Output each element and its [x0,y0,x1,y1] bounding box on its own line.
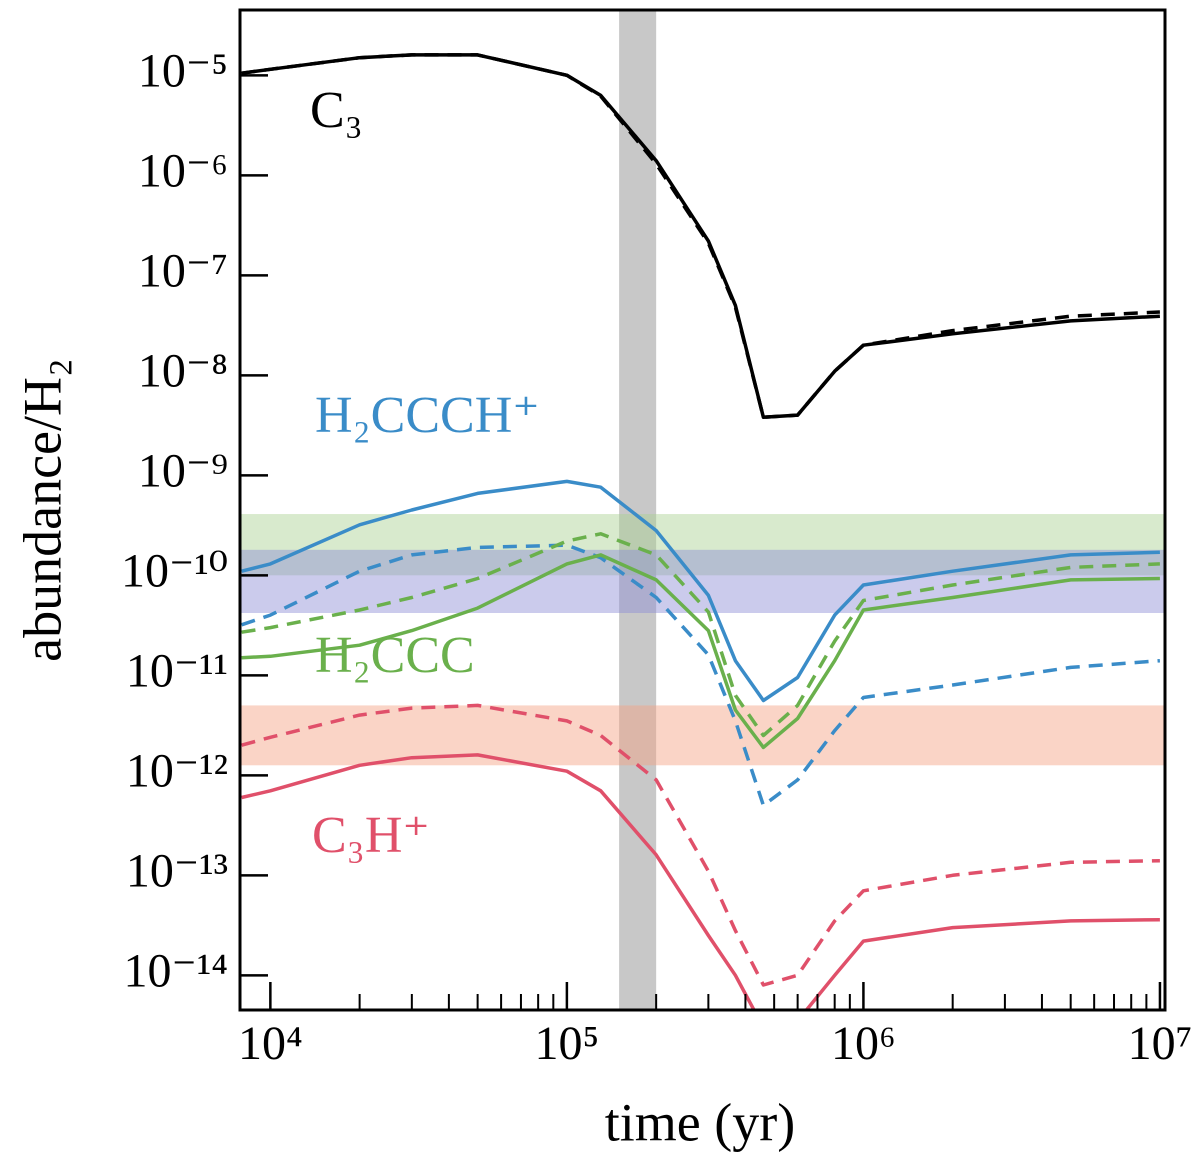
y-tick-label: 10⁻⁶ [138,144,228,197]
x-tick-label: 10⁵ [535,1017,600,1070]
abundance-band [240,514,1165,576]
y-tick-label: 10⁻¹⁰ [121,544,228,597]
time-band [619,10,657,1010]
solid-line [241,553,1160,750]
dashed-line [241,532,1160,738]
x-tick-label: 10⁶ [831,1017,896,1070]
y-tick-label: 10⁻⁷ [138,244,228,297]
species-label: H₂CCC [315,627,475,684]
species-label: H₂CCCH⁺ [315,387,540,444]
lines [241,53,1161,1010]
y-tick-label: 10⁻⁸ [138,344,228,397]
x-axis-label: time (yr) [605,1092,795,1152]
species-label: C₃ [310,82,363,139]
axes: 10⁴ 10⁵ 10⁶ 10⁷ 10⁻⁵ 10⁻⁶ 10⁻⁷ 10⁻⁸ 10⁻⁹ 10⁻¹⁰ 10⁻… [121,8,1193,1070]
y-axis-label: abundance/H₂ [12,358,72,662]
y-tick-label: 10⁻⁹ [138,444,228,497]
y-tick-label: 10⁻¹¹ [126,644,228,697]
dashed-line [241,53,1160,420]
y-tick-label: 10⁻¹³ [126,844,228,897]
y-tick-label: 10⁻¹⁴ [124,944,228,997]
plot-frame [238,8,1167,1012]
solid-line [241,479,1160,703]
x-tick-label: 10⁷ [1128,1017,1193,1070]
dashed-line [241,543,1161,808]
species-label: C₃H⁺ [312,807,430,864]
y-tick-label: 10⁻¹² [126,744,228,797]
x-tick-label: 10⁴ [238,1017,303,1070]
y-tick-label: 10⁻⁵ [138,44,228,97]
solid-line [241,53,1160,420]
abundance-band [240,705,1165,766]
solid-line [241,753,1160,1010]
